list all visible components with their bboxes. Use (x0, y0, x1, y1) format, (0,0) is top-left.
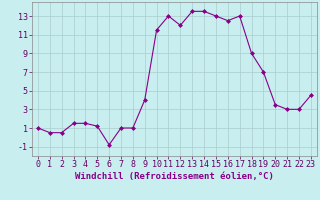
X-axis label: Windchill (Refroidissement éolien,°C): Windchill (Refroidissement éolien,°C) (75, 172, 274, 181)
